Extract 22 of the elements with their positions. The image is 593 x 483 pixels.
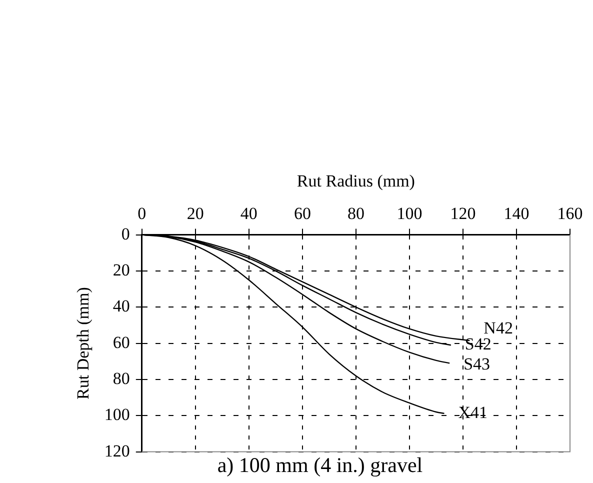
x-axis-title: Rut Radius (mm) [296, 172, 415, 191]
x-tick-label: 160 [557, 204, 583, 224]
series-label: N42 [484, 318, 513, 338]
x-tick-label: 20 [186, 204, 204, 224]
series-label: X41 [458, 402, 488, 422]
series-label: S43 [464, 354, 490, 374]
y-tick-label: 120 [104, 441, 130, 460]
y-tick-label: 60 [112, 332, 130, 352]
y-tick-label: 100 [104, 405, 130, 424]
y-tick-label: 40 [112, 296, 130, 316]
y-tick-label: 20 [112, 260, 130, 280]
x-tick-label: 120 [450, 204, 476, 224]
x-tick-label: 100 [396, 204, 422, 224]
x-tick-label: 80 [347, 204, 364, 224]
y-axis-title: Rut Depth (mm) [74, 287, 93, 400]
x-tick-label: 140 [504, 204, 530, 224]
y-tick-label: 0 [121, 224, 130, 244]
text: a) 100 mm (4 in.) gravel [217, 452, 423, 477]
x-tick-label: 0 [138, 204, 146, 224]
y-tick-label: 80 [112, 368, 130, 388]
x-tick-label: 40 [240, 204, 258, 224]
x-tick-label: 60 [294, 204, 311, 224]
